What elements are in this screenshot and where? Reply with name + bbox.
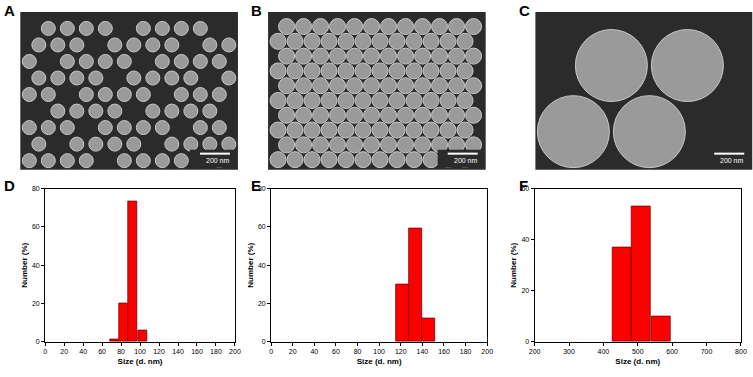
svg-text:800: 800	[735, 348, 747, 355]
svg-text:0: 0	[269, 348, 273, 355]
svg-text:100: 100	[134, 348, 146, 355]
svg-text:B: B	[251, 2, 262, 19]
svg-text:40: 40	[32, 262, 40, 269]
svg-text:200 nm: 200 nm	[454, 157, 478, 164]
svg-text:160: 160	[191, 348, 203, 355]
svg-text:A: A	[4, 2, 15, 19]
svg-text:Size (d. nm): Size (d. nm)	[118, 357, 163, 366]
svg-text:F: F	[519, 177, 528, 194]
svg-text:160: 160	[438, 348, 450, 355]
svg-text:0: 0	[43, 348, 47, 355]
svg-text:200: 200	[529, 348, 541, 355]
svg-text:40: 40	[310, 348, 318, 355]
svg-text:200 nm: 200 nm	[206, 157, 230, 164]
svg-text:200: 200	[229, 348, 241, 355]
svg-text:40: 40	[79, 348, 87, 355]
svg-text:80: 80	[32, 185, 40, 192]
svg-text:200: 200	[481, 348, 493, 355]
svg-text:80: 80	[117, 348, 125, 355]
svg-text:Number (%): Number (%)	[20, 242, 29, 287]
svg-text:180: 180	[460, 348, 472, 355]
svg-text:20: 20	[289, 348, 297, 355]
svg-text:120: 120	[395, 348, 407, 355]
svg-text:300: 300	[563, 348, 575, 355]
svg-text:0: 0	[262, 338, 266, 345]
svg-text:0: 0	[525, 338, 529, 345]
svg-text:200 nm: 200 nm	[720, 157, 744, 164]
svg-text:60: 60	[332, 348, 340, 355]
svg-text:140: 140	[172, 348, 184, 355]
svg-text:60: 60	[521, 185, 529, 192]
svg-text:140: 140	[417, 348, 429, 355]
svg-text:60: 60	[258, 223, 266, 230]
svg-text:20: 20	[521, 287, 529, 294]
svg-text:500: 500	[632, 348, 644, 355]
svg-text:E: E	[251, 177, 261, 194]
svg-text:20: 20	[258, 300, 266, 307]
svg-text:40: 40	[258, 262, 266, 269]
svg-text:Number (%): Number (%)	[246, 242, 255, 287]
svg-text:400: 400	[598, 348, 610, 355]
svg-text:40: 40	[521, 236, 529, 243]
svg-text:600: 600	[666, 348, 678, 355]
svg-text:100: 100	[373, 348, 385, 355]
svg-text:C: C	[519, 2, 530, 19]
svg-text:80: 80	[354, 348, 362, 355]
svg-text:Number (%): Number (%)	[509, 242, 518, 287]
svg-text:20: 20	[60, 348, 68, 355]
svg-text:60: 60	[98, 348, 106, 355]
svg-text:80: 80	[258, 185, 266, 192]
svg-text:180: 180	[210, 348, 222, 355]
svg-text:120: 120	[153, 348, 165, 355]
svg-text:0: 0	[36, 338, 40, 345]
svg-text:Size (d. nm): Size (d. nm)	[357, 357, 402, 366]
svg-text:20: 20	[32, 300, 40, 307]
svg-text:D: D	[4, 177, 15, 194]
svg-text:700: 700	[701, 348, 713, 355]
svg-text:60: 60	[32, 223, 40, 230]
svg-text:Size (d. nm): Size (d. nm)	[615, 357, 660, 366]
